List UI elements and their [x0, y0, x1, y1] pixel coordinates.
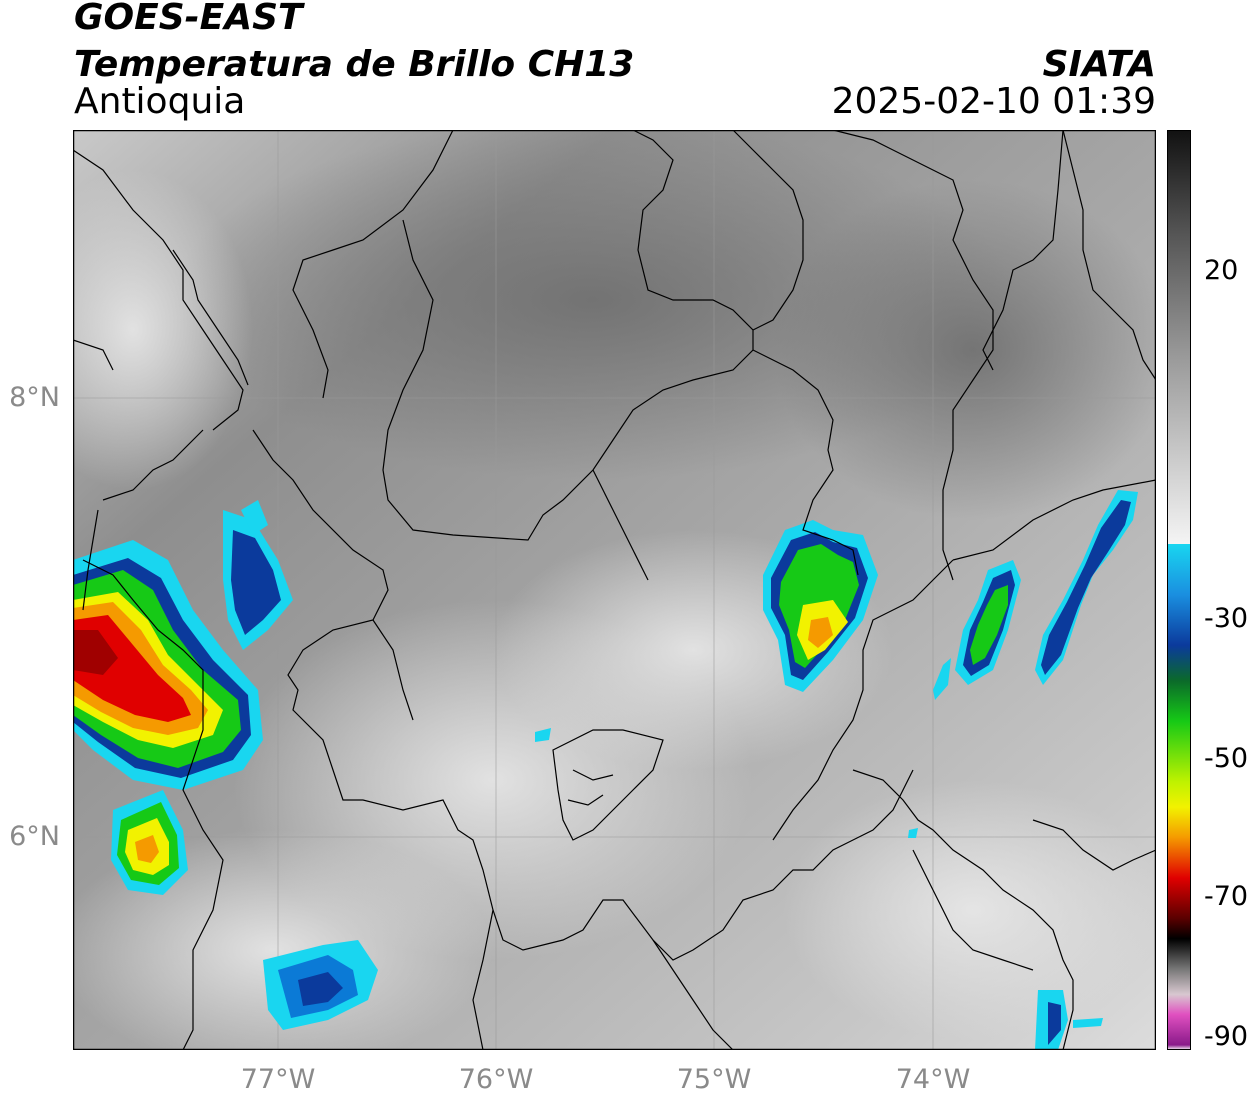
lon-label-74w: 74°W [895, 1064, 971, 1095]
satellite-title: GOES-EAST [74, 0, 303, 38]
colorbar-tick-minus70: -70 [1204, 881, 1249, 912]
storm-cell-central [763, 520, 878, 692]
colorbar-tick-minus90: -90 [1204, 1021, 1249, 1052]
lon-label-76w: 76°W [458, 1064, 534, 1095]
storm-cell-east [535, 490, 1138, 1050]
timestamp-label: 2025-02-10 01:39 [831, 81, 1156, 122]
region-label: Antioquia [74, 81, 246, 122]
lat-label-6n: 6°N [9, 821, 60, 852]
lon-label-77w: 77°W [240, 1064, 316, 1095]
boundaries [73, 130, 1156, 1050]
storm-cell-southwest [263, 940, 378, 1030]
product-title: Temperatura de Brillo CH13 [74, 44, 635, 85]
organization-label: SIATA [1042, 44, 1156, 85]
lat-label-8n: 8°N [9, 382, 60, 413]
colorbar-tick-minus30: -30 [1204, 603, 1249, 634]
satellite-map [73, 130, 1156, 1050]
storm-cell-west [73, 500, 293, 895]
colorbar-tick-20: 20 [1204, 255, 1239, 286]
colorbar [1167, 130, 1191, 1050]
colorbar-tick-minus50: -50 [1204, 743, 1249, 774]
lon-label-75w: 75°W [676, 1064, 752, 1095]
